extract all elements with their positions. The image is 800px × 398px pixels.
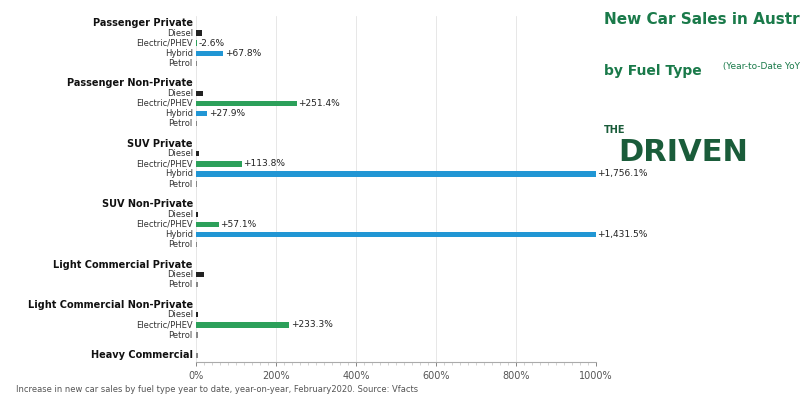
Text: +113.8%: +113.8% bbox=[243, 159, 285, 168]
Bar bbox=[196, 222, 219, 227]
Text: Electric/PHEV: Electric/PHEV bbox=[136, 99, 193, 108]
Text: DRIVEN: DRIVEN bbox=[618, 138, 748, 167]
Text: Electric/PHEV: Electric/PHEV bbox=[136, 39, 193, 48]
Text: Heavy Commercial: Heavy Commercial bbox=[91, 350, 193, 360]
Bar bbox=[196, 60, 197, 66]
Bar bbox=[196, 151, 199, 156]
Bar bbox=[196, 212, 198, 217]
Bar bbox=[196, 232, 596, 237]
Text: THE: THE bbox=[604, 125, 626, 135]
Text: Diesel: Diesel bbox=[166, 89, 193, 98]
Text: Electric/PHEV: Electric/PHEV bbox=[136, 320, 193, 330]
Bar bbox=[196, 272, 204, 277]
Text: Diesel: Diesel bbox=[166, 270, 193, 279]
Text: Diesel: Diesel bbox=[166, 310, 193, 319]
Bar bbox=[196, 282, 198, 287]
Text: +1,756.1%: +1,756.1% bbox=[597, 170, 648, 178]
Text: Diesel: Diesel bbox=[166, 29, 193, 37]
Text: New Car Sales in Australia: New Car Sales in Australia bbox=[604, 12, 800, 27]
Text: Electric/PHEV: Electric/PHEV bbox=[136, 159, 193, 168]
Text: Hybrid: Hybrid bbox=[165, 109, 193, 118]
Text: +233.3%: +233.3% bbox=[291, 320, 333, 330]
Text: (Year-to-Date YoY 2020/2019): (Year-to-Date YoY 2020/2019) bbox=[720, 62, 800, 71]
Bar bbox=[196, 322, 290, 328]
Text: +57.1%: +57.1% bbox=[221, 220, 257, 229]
Text: Petrol: Petrol bbox=[169, 179, 193, 189]
Bar bbox=[196, 121, 197, 126]
Text: Petrol: Petrol bbox=[169, 119, 193, 128]
Text: Hybrid: Hybrid bbox=[165, 170, 193, 178]
Bar bbox=[196, 171, 596, 177]
Text: Increase in new car sales by fuel type year to date, year-on-year, February2020.: Increase in new car sales by fuel type y… bbox=[16, 385, 418, 394]
Text: Diesel: Diesel bbox=[166, 149, 193, 158]
Bar bbox=[196, 312, 198, 318]
Text: +251.4%: +251.4% bbox=[298, 99, 340, 108]
Bar bbox=[196, 242, 197, 247]
Bar bbox=[196, 161, 242, 166]
Text: Passenger Private: Passenger Private bbox=[93, 18, 193, 28]
Text: +1,431.5%: +1,431.5% bbox=[597, 230, 647, 239]
Text: Petrol: Petrol bbox=[169, 280, 193, 289]
Text: Light Commercial Private: Light Commercial Private bbox=[54, 259, 193, 269]
Bar bbox=[196, 332, 198, 338]
Text: +67.8%: +67.8% bbox=[225, 49, 261, 58]
Text: Petrol: Petrol bbox=[169, 240, 193, 249]
Text: by Fuel Type: by Fuel Type bbox=[604, 64, 702, 78]
Text: Passenger Non-Private: Passenger Non-Private bbox=[67, 78, 193, 88]
Text: Electric/PHEV: Electric/PHEV bbox=[136, 220, 193, 229]
Bar bbox=[196, 181, 197, 187]
Text: SUV Private: SUV Private bbox=[127, 139, 193, 149]
Bar bbox=[196, 30, 202, 36]
Bar bbox=[196, 111, 207, 116]
Text: Hybrid: Hybrid bbox=[165, 230, 193, 239]
Bar bbox=[196, 353, 198, 358]
Text: Light Commercial Non-Private: Light Commercial Non-Private bbox=[28, 300, 193, 310]
Bar bbox=[196, 101, 297, 106]
Text: -2.6%: -2.6% bbox=[198, 39, 225, 48]
Text: Petrol: Petrol bbox=[169, 59, 193, 68]
Text: Diesel: Diesel bbox=[166, 210, 193, 219]
Text: +27.9%: +27.9% bbox=[209, 109, 245, 118]
Bar bbox=[196, 51, 223, 56]
Text: Petrol: Petrol bbox=[169, 330, 193, 339]
Text: Hybrid: Hybrid bbox=[165, 49, 193, 58]
Bar bbox=[196, 91, 203, 96]
Text: SUV Non-Private: SUV Non-Private bbox=[102, 199, 193, 209]
Bar bbox=[196, 41, 197, 46]
